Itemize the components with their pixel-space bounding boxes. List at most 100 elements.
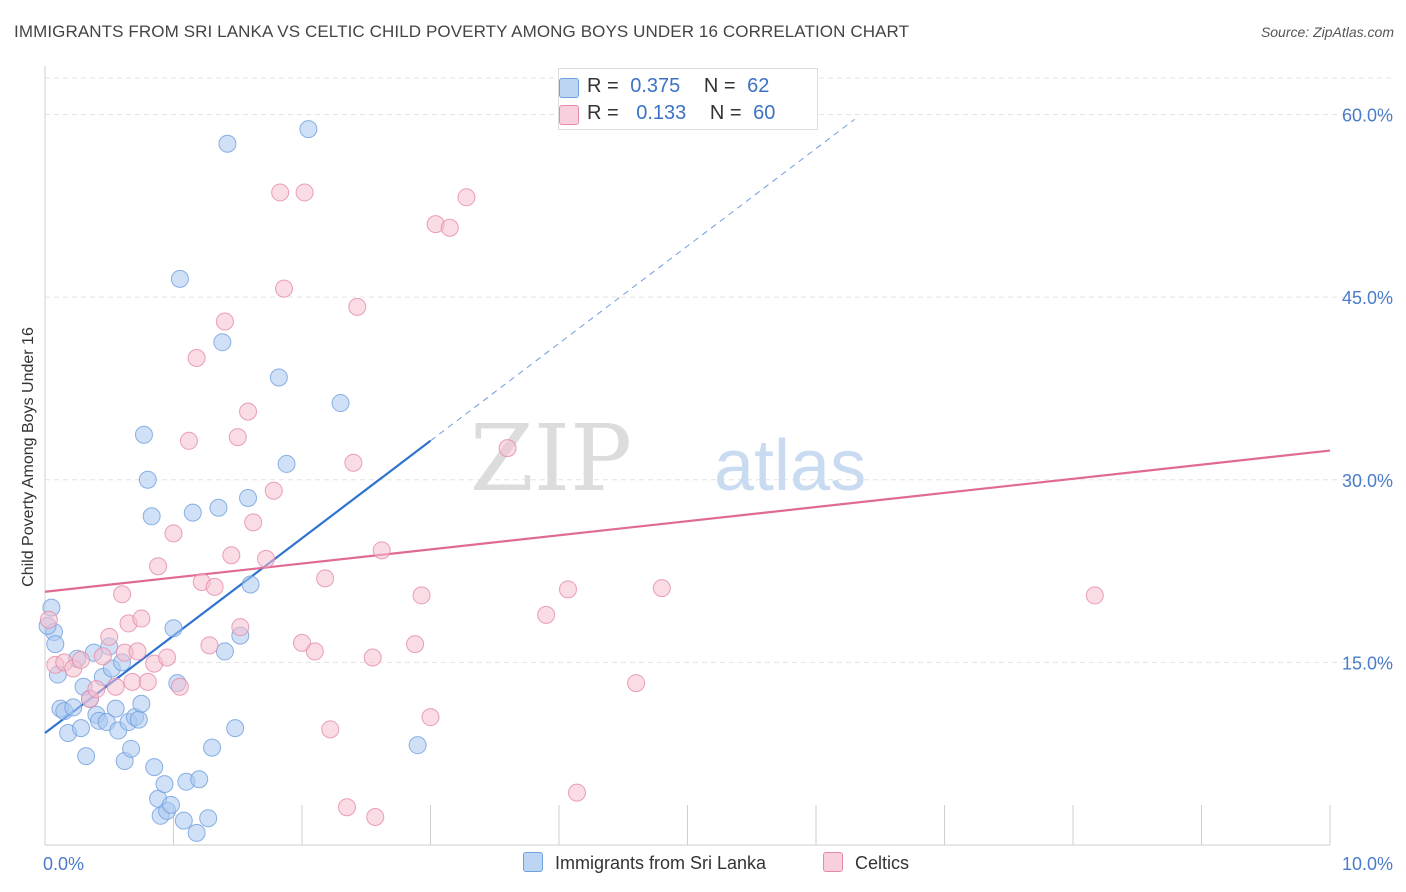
point-celtics [537,605,556,624]
pink-swatch [823,852,843,872]
point-celtics [123,672,142,691]
point-celtics [187,349,206,368]
stats-legend: R = 0.375 N = 62 R = 0.133 N = 60 [558,68,818,130]
point-celtics [179,431,198,450]
point-sri-lanka [142,507,161,526]
point-celtics [372,541,391,560]
point-sri-lanka [269,368,288,387]
n-value-sri-lanka: 62 [747,75,770,97]
point-sri-lanka [226,719,245,738]
point-celtics [71,650,90,669]
series-legend: Immigrants from Sri Lanka Celtics [0,852,1406,876]
point-celtics [170,677,189,696]
point-celtics [228,428,247,447]
point-sri-lanka [71,719,90,738]
point-sri-lanka [145,758,164,777]
point-sri-lanka [138,470,157,489]
point-celtics [305,642,324,661]
point-sri-lanka [218,134,237,153]
point-sri-lanka [408,736,427,755]
y-tick-label: 45.0% [1342,288,1393,308]
pink-swatch [559,105,579,125]
point-celtics [149,557,168,576]
point-celtics [652,579,671,598]
point-celtics [257,549,276,568]
point-celtics [239,402,258,421]
point-celtics [363,648,382,667]
point-celtics [1085,586,1104,605]
point-celtics [264,481,283,500]
chart-title: IMMIGRANTS FROM SRI LANKA VS CELTIC CHIL… [14,22,910,41]
gridlines [45,77,1395,663]
r-label: R = [587,102,619,124]
point-sri-lanka [155,775,174,794]
point-sri-lanka [215,642,234,661]
y-tick-label: 60.0% [1342,106,1393,126]
legend-label-celtics: Celtics [855,853,910,873]
point-celtics [412,586,431,605]
watermark-zip: ZIP [470,405,632,512]
point-sri-lanka [106,699,125,718]
point-celtics [222,546,241,565]
point-sri-lanka [134,425,153,444]
point-sri-lanka [64,698,83,717]
point-celtics [39,610,58,629]
point-celtics [205,577,224,596]
point-celtics [457,188,476,207]
point-sri-lanka [122,739,141,758]
point-celtics [406,635,425,654]
point-celtics [231,618,250,637]
n-label: N = [709,102,742,124]
point-sri-lanka [183,503,202,522]
data-points [38,120,1104,842]
point-sri-lanka [241,575,260,594]
tick-labels: 15.0% 30.0% 45.0% 60.0% 0.0% 10.0% [43,106,1393,874]
point-celtics [321,720,340,739]
legend-row-sri-lanka: R = 0.375 N = 62 [559,75,770,98]
point-celtics [337,798,356,817]
point-sri-lanka [170,269,189,288]
legend-item-celtics: Celtics [823,852,909,874]
point-celtics [627,674,646,693]
point-sri-lanka [77,747,96,766]
trend-line-sri-lanka-extension [430,118,855,442]
point-sri-lanka [203,738,222,757]
x-tick-label: 0.0% [43,854,84,874]
point-celtics [244,513,263,532]
point-celtics [498,439,517,458]
point-sri-lanka [213,333,232,352]
y-tick-label: 15.0% [1342,653,1393,673]
point-sri-lanka [164,619,183,638]
point-celtics [293,633,311,652]
point-celtics [275,279,294,298]
point-celtics [164,524,183,543]
r-label: R = [587,75,619,97]
point-celtics [366,807,385,826]
point-sri-lanka [199,809,218,828]
point-celtics [100,627,119,646]
point-celtics [421,708,440,727]
source-label: Source: ZipAtlas.com [1260,24,1394,40]
point-celtics [128,642,147,661]
point-celtics [567,783,586,802]
legend-item-sri-lanka: Immigrants from Sri Lanka [523,852,766,874]
watermark: ZIP atlas [470,405,866,512]
point-sri-lanka [190,770,209,789]
point-celtics [132,609,151,628]
point-celtics [200,636,219,655]
point-sri-lanka [331,394,350,413]
watermark-atlas: atlas [714,426,866,506]
n-label: N = [703,75,736,97]
point-celtics [138,672,157,691]
point-sri-lanka [46,635,65,654]
point-celtics [558,580,577,599]
r-value-celtics: 0.133 [636,102,687,124]
point-sri-lanka [174,811,193,830]
legend-row-celtics: R = 0.133 N = 60 [559,102,776,125]
n-value-celtics: 60 [753,102,776,124]
point-sri-lanka [187,823,206,842]
point-celtics [316,569,335,588]
point-celtics [440,218,459,237]
point-celtics [295,183,314,202]
point-celtics [87,680,106,699]
